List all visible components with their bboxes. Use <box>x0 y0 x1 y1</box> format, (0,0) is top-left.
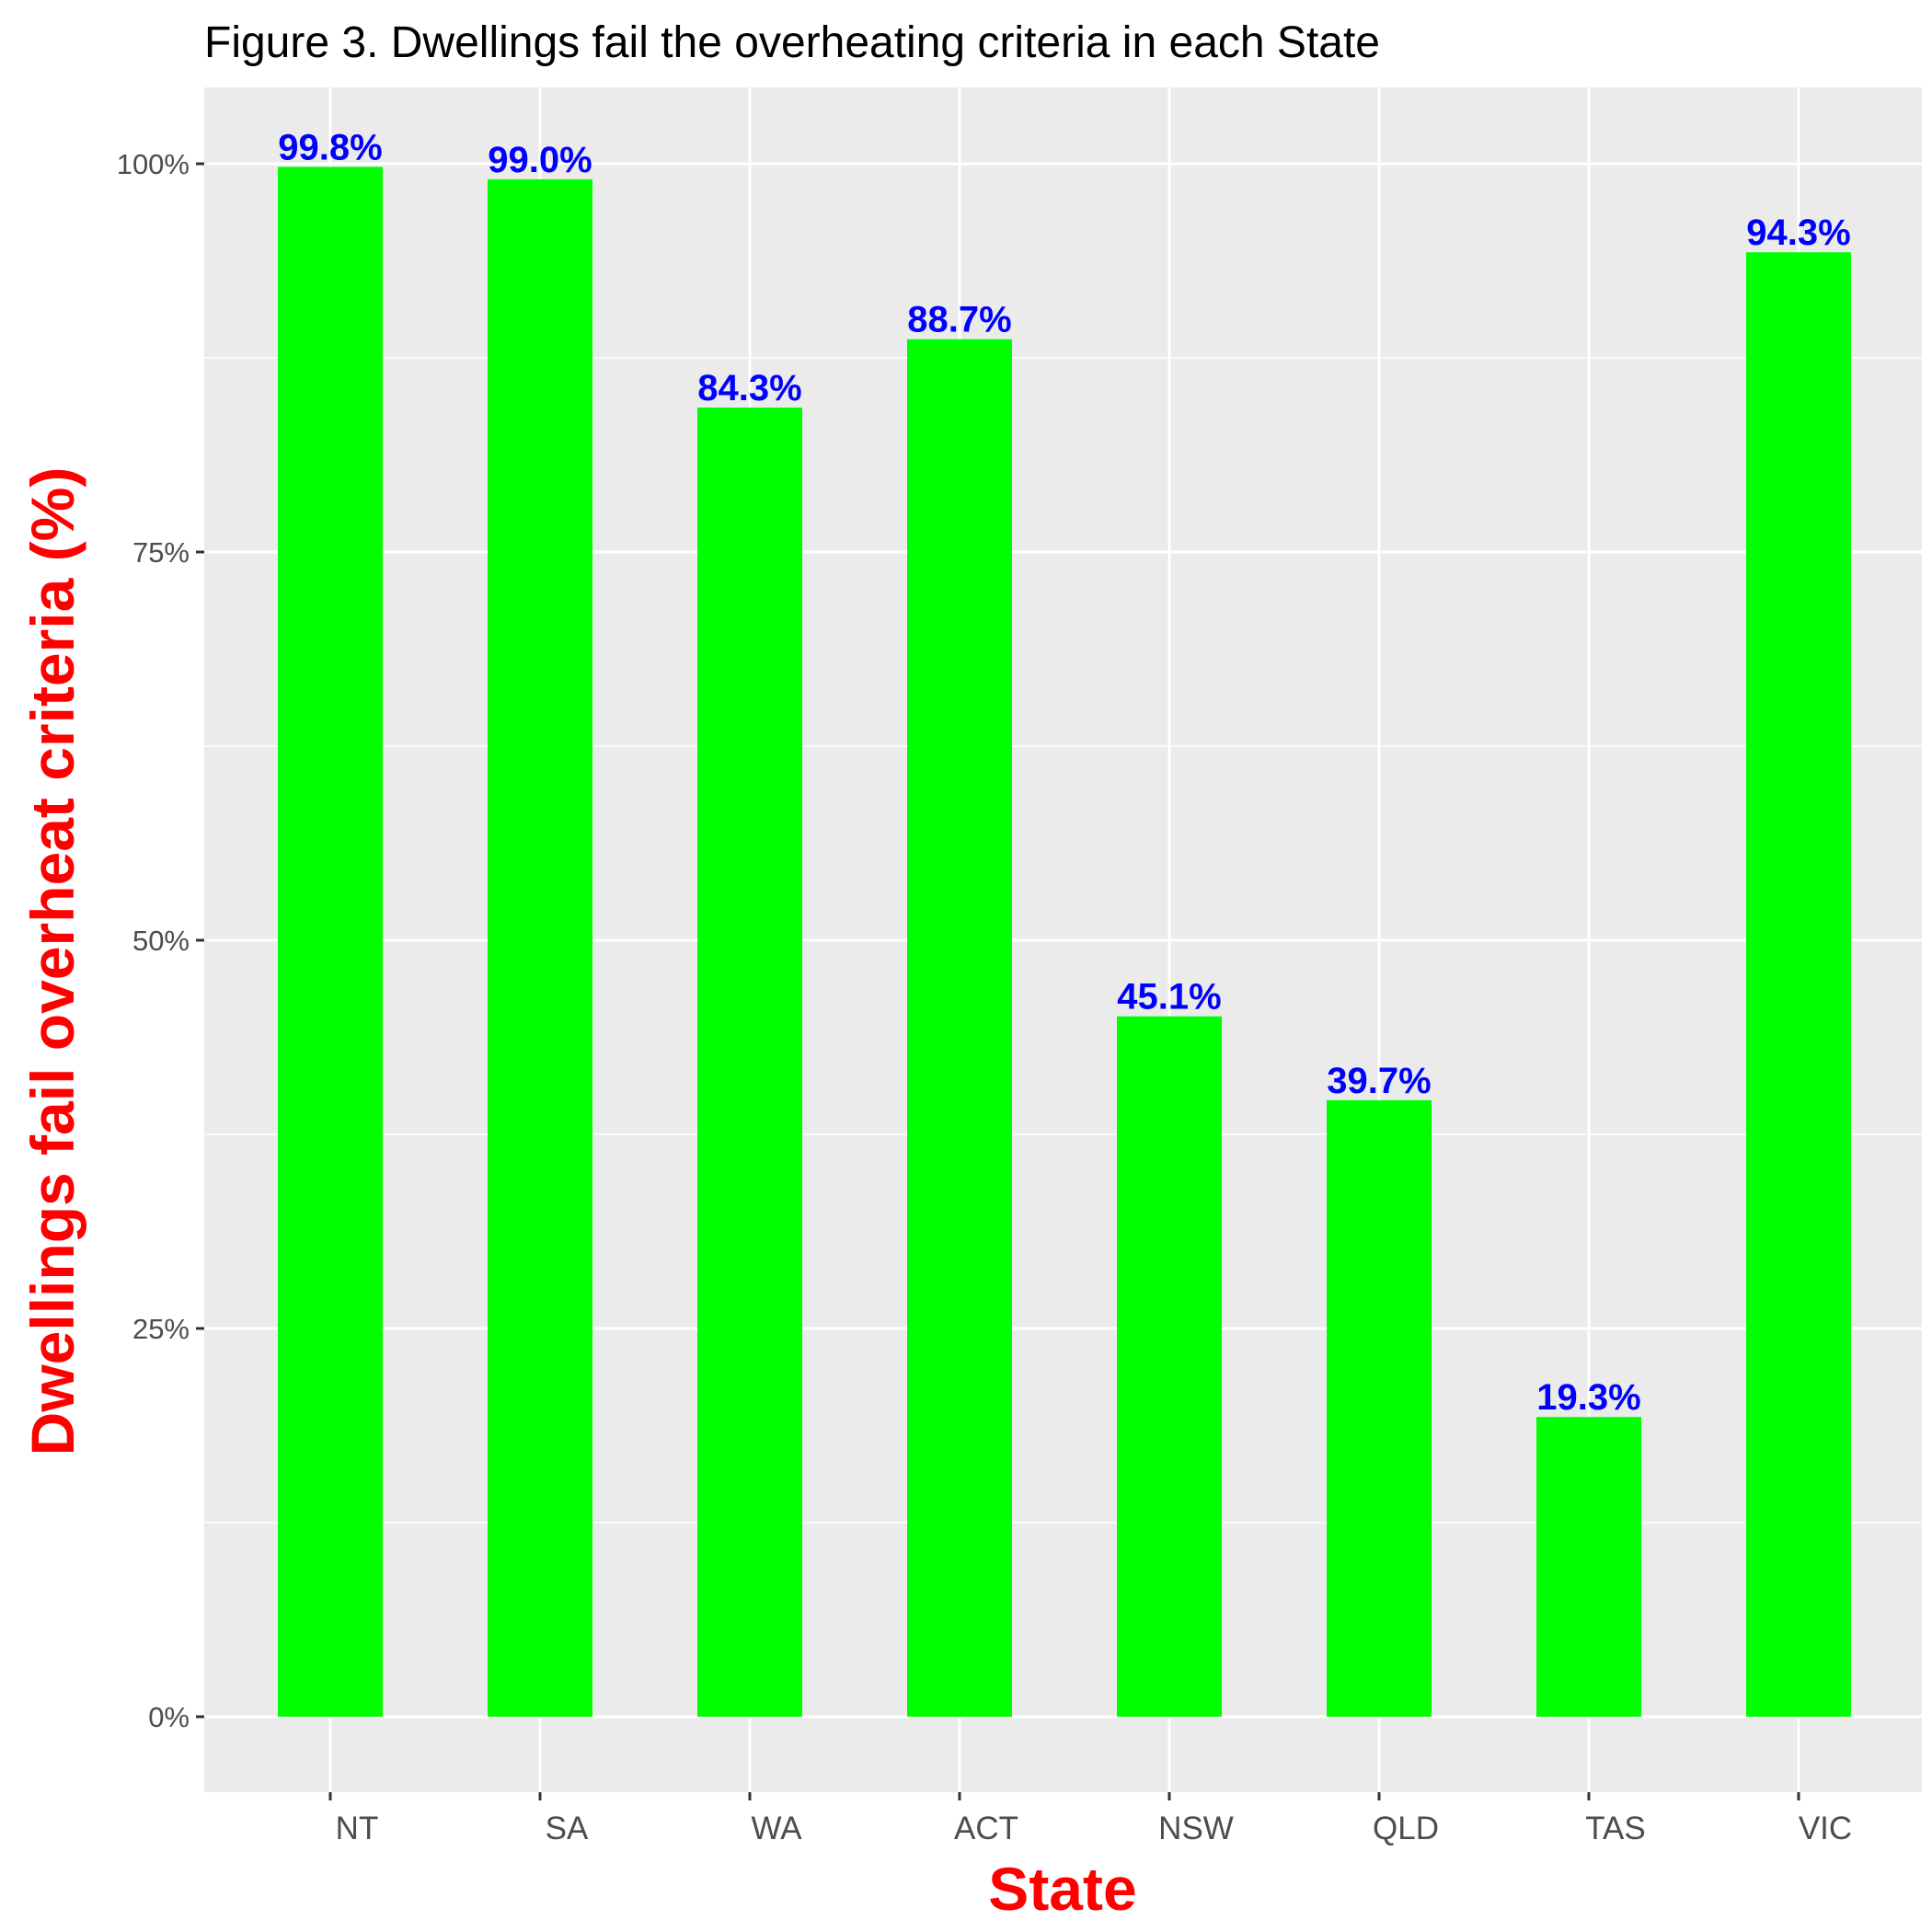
y-axis: 0% 25% 50% 75% 100% <box>117 148 204 1733</box>
bar-nsw <box>1117 1016 1222 1717</box>
bar-value-label: 94.3% <box>1746 213 1850 253</box>
bar-value-label: 45.1% <box>1117 977 1221 1018</box>
bar-value-label: 84.3% <box>697 368 801 408</box>
x-tick-label: NSW <box>1158 1811 1234 1846</box>
x-tick-label: QLD <box>1373 1811 1439 1846</box>
bar-qld <box>1327 1099 1432 1717</box>
bars <box>278 167 1851 1718</box>
bar-wa <box>697 408 802 1717</box>
y-tick-label: 50% <box>132 925 190 957</box>
y-tick-label: 75% <box>132 536 190 569</box>
bar-value-label: 88.7% <box>907 300 1011 340</box>
chart-title: Figure 3. Dwellings fail the overheating… <box>204 18 1380 67</box>
y-axis-title: Dwellings fail overheat criteria (%) <box>18 467 86 1456</box>
x-axis: NT SA WA ACT NSW QLD TAS VIC <box>328 1792 1852 1846</box>
bar-labels: 99.8% 99.0% 84.3% 88.7% 45.1% 39.7% 19.3% 94.3% <box>278 127 1850 1418</box>
x-tick-label: WA <box>751 1811 802 1846</box>
bar-value-label: 19.3% <box>1536 1377 1640 1418</box>
bar-nt <box>278 167 383 1718</box>
bar-sa <box>488 178 592 1717</box>
x-tick-label: VIC <box>1799 1811 1852 1846</box>
bar-value-label: 99.0% <box>488 140 592 180</box>
y-tick-label: 0% <box>148 1701 190 1733</box>
bar-value-label: 39.7% <box>1327 1061 1431 1101</box>
x-tick-label: SA <box>546 1811 589 1846</box>
x-tick-label: ACT <box>954 1811 1018 1846</box>
x-axis-title: State <box>988 1855 1136 1923</box>
y-tick-label: 100% <box>117 148 190 180</box>
x-tick-label: NT <box>336 1811 379 1846</box>
bar-vic <box>1746 252 1851 1717</box>
x-tick-label: TAS <box>1585 1811 1645 1846</box>
bar-act <box>907 339 1012 1717</box>
bar-value-label: 99.8% <box>278 127 382 167</box>
bar-tas <box>1536 1417 1641 1717</box>
y-tick-label: 25% <box>132 1313 190 1345</box>
